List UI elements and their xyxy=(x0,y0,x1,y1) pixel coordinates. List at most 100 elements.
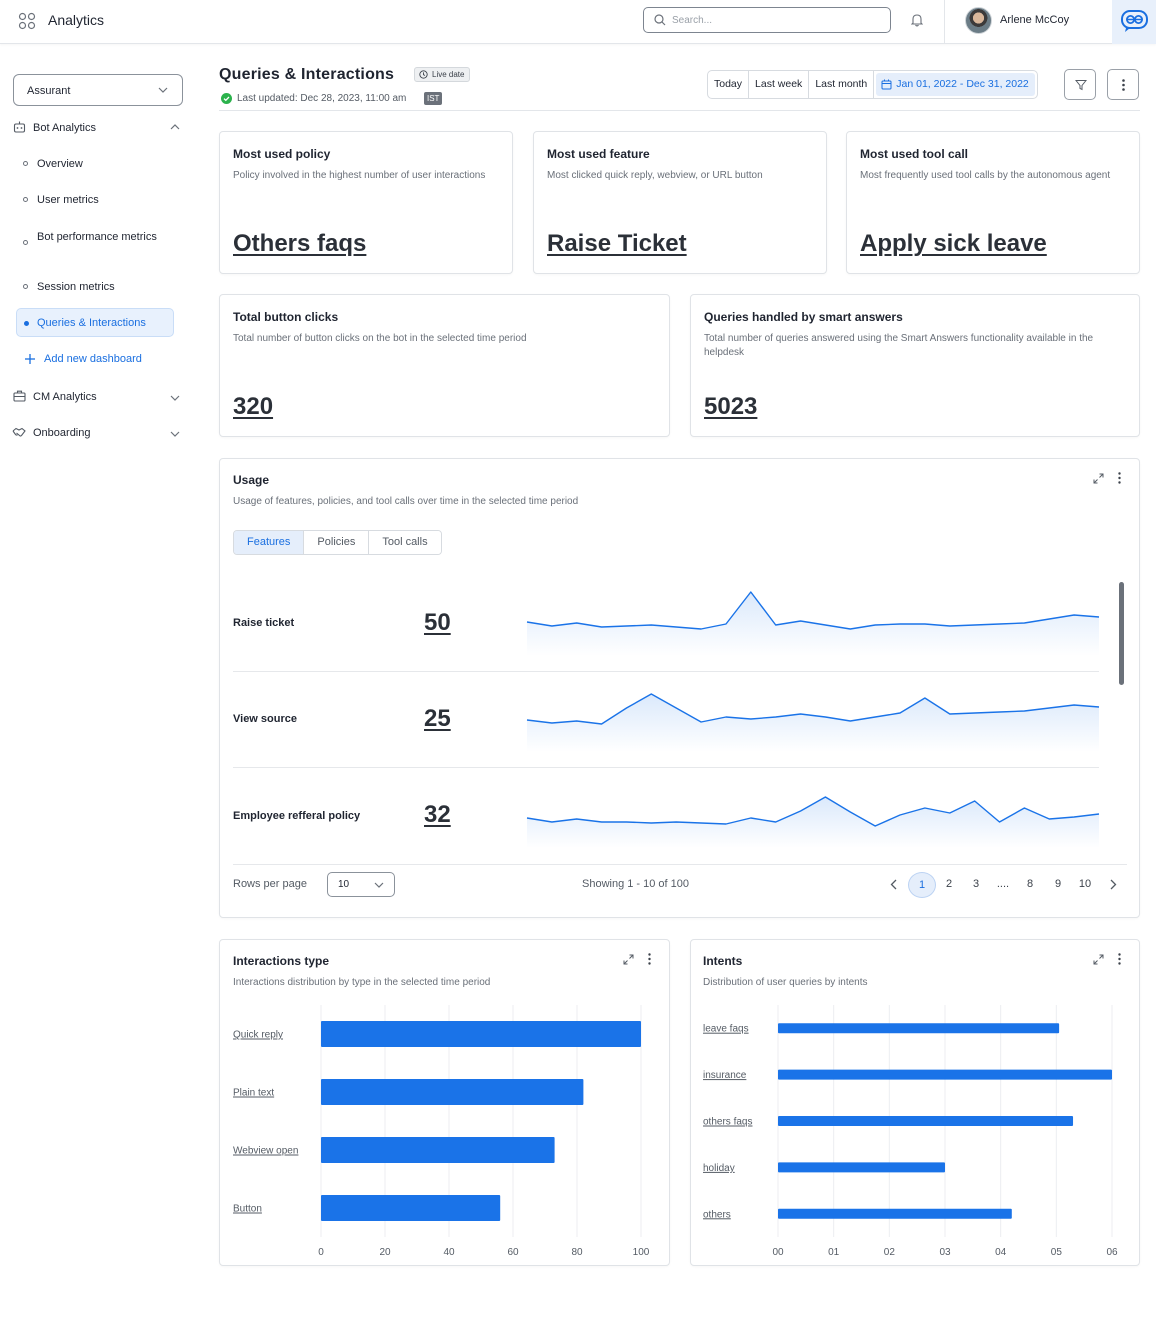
page-button-8[interactable]: 8 xyxy=(1026,878,1034,890)
rows-per-page-label: Rows per page xyxy=(233,878,307,890)
chart-title: Interactions type xyxy=(233,954,330,968)
kpi-title: Most used policy xyxy=(233,147,331,161)
x-tick-label: 02 xyxy=(884,1247,896,1255)
usage-row-value[interactable]: 50 xyxy=(424,609,451,636)
bar xyxy=(778,1208,1012,1219)
x-tick-label: 04 xyxy=(995,1247,1007,1255)
usage-row-label: Employee refferal policy xyxy=(233,810,361,822)
chevron-down-icon[interactable] xyxy=(170,431,180,437)
page-button-2[interactable]: 2 xyxy=(945,878,953,890)
expand-icon[interactable] xyxy=(1093,954,1104,965)
sidebar-item-label: Queries & Interactions xyxy=(37,317,146,329)
bar xyxy=(778,1116,1074,1126)
kebab-icon[interactable] xyxy=(1118,472,1121,484)
scrollbar-thumb[interactable] xyxy=(1119,582,1124,685)
brand-logo-box[interactable] xyxy=(1112,0,1156,44)
kpi-title: Total button clicks xyxy=(233,310,339,324)
add-dashboard-link[interactable]: Add new dashboard xyxy=(44,353,142,365)
page-button-10[interactable]: 10 xyxy=(1078,878,1092,890)
search-input[interactable] xyxy=(672,12,882,28)
sidebar-item-bot-performance-metrics[interactable]: Bot performance metrics xyxy=(37,231,157,243)
tab-tool-calls[interactable]: Tool calls xyxy=(369,531,441,554)
kpi-value-link[interactable]: Others faqs xyxy=(233,230,367,257)
kpi-description: Total number of button clicks on the bot… xyxy=(233,333,527,344)
bell-icon[interactable] xyxy=(911,13,923,27)
chart-subtitle: Interactions distribution by type in the… xyxy=(233,977,491,988)
kpi-value-link[interactable]: 320 xyxy=(233,393,274,420)
x-tick-label: 100 xyxy=(633,1247,650,1255)
chevron-right-icon[interactable] xyxy=(1110,879,1117,890)
date-range-picker[interactable]: Jan 01, 2022 - Dec 31, 2022 xyxy=(876,73,1035,96)
bullet-icon xyxy=(23,197,28,202)
tab-features[interactable]: Features xyxy=(234,531,305,554)
more-options-button[interactable] xyxy=(1107,69,1139,100)
usage-row-value[interactable]: 25 xyxy=(424,705,451,732)
category-label: Quick reply xyxy=(233,1030,283,1041)
bar xyxy=(321,1021,641,1047)
chevron-left-icon[interactable] xyxy=(890,879,897,890)
x-tick-label: 40 xyxy=(443,1247,455,1255)
range-today-button[interactable]: Today xyxy=(708,71,750,98)
sidebar-section-onboarding[interactable]: Onboarding xyxy=(33,427,91,439)
tab-policies[interactable]: Policies xyxy=(304,531,370,554)
rows-per-page-value: 10 xyxy=(338,879,350,890)
filter-button[interactable] xyxy=(1064,69,1096,100)
usage-tabs: Features Policies Tool calls xyxy=(233,530,442,555)
kpi-description: Most clicked quick reply, webview, or UR… xyxy=(547,170,763,181)
sidebar-section-cm-analytics[interactable]: CM Analytics xyxy=(33,391,97,403)
divider xyxy=(944,0,945,44)
kpi-value-link[interactable]: Raise Ticket xyxy=(547,230,687,257)
x-tick-label: 05 xyxy=(1051,1247,1063,1255)
kpi-title: Most used feature xyxy=(547,147,650,161)
page-ellipsis: .... xyxy=(996,878,1010,890)
chevron-down-icon[interactable] xyxy=(170,395,180,401)
sparkline-area xyxy=(527,592,1099,656)
usage-row-value[interactable]: 32 xyxy=(424,801,451,828)
x-tick-label: 80 xyxy=(571,1247,583,1255)
brand-logo-icon xyxy=(1121,10,1148,32)
x-tick-label: 03 xyxy=(939,1247,951,1255)
x-tick-label: 60 xyxy=(507,1247,519,1255)
app-title: Analytics xyxy=(48,12,105,28)
sidebar-item-user-metrics[interactable]: User metrics xyxy=(37,194,99,206)
sidebar-section-bot-analytics[interactable]: Bot Analytics xyxy=(33,122,96,134)
live-date-label: Live date xyxy=(432,70,465,79)
kebab-icon[interactable] xyxy=(1118,953,1121,965)
divider xyxy=(219,110,1140,111)
chevron-down-icon xyxy=(158,87,168,93)
org-select-value: Assurant xyxy=(27,85,71,97)
page-button-3[interactable]: 3 xyxy=(972,878,980,890)
range-last-month-button[interactable]: Last month xyxy=(809,71,875,98)
check-circle-icon xyxy=(221,93,232,104)
page-button-9[interactable]: 9 xyxy=(1054,878,1062,890)
kpi-value-link[interactable]: Apply sick leave xyxy=(860,230,1047,257)
range-last-week-button[interactable]: Last week xyxy=(749,71,810,98)
sidebar-item-queries-interactions[interactable]: Queries & Interactions xyxy=(16,308,174,337)
rows-per-page-select[interactable]: 10 xyxy=(327,872,395,897)
kebab-icon[interactable] xyxy=(648,953,651,965)
user-name[interactable]: Arlene McCoy xyxy=(1000,14,1070,26)
divider xyxy=(233,864,1127,865)
category-label: Webview open xyxy=(233,1146,298,1157)
sidebar-item-overview[interactable]: Overview xyxy=(37,158,83,170)
app-grid-icon[interactable] xyxy=(18,12,36,30)
usage-sparkline xyxy=(526,693,1100,752)
x-tick-label: 0 xyxy=(318,1247,324,1255)
top-bar xyxy=(0,0,1156,44)
bullet-icon xyxy=(24,321,29,326)
x-tick-label: 06 xyxy=(1106,1247,1118,1255)
avatar[interactable] xyxy=(965,7,992,34)
chevron-up-icon[interactable] xyxy=(170,124,180,130)
sidebar-item-session-metrics[interactable]: Session metrics xyxy=(37,281,115,293)
search-box[interactable] xyxy=(643,7,891,33)
org-select[interactable]: Assurant xyxy=(13,74,183,106)
x-tick-label: 00 xyxy=(772,1247,784,1255)
chevron-down-icon xyxy=(374,882,384,888)
bullet-icon xyxy=(23,240,28,245)
expand-icon[interactable] xyxy=(1093,473,1104,484)
expand-icon[interactable] xyxy=(623,954,634,965)
kpi-card-total-button-clicks: Total button clicks Total number of butt… xyxy=(219,294,670,437)
bar xyxy=(321,1195,501,1221)
kpi-value-link[interactable]: 5023 xyxy=(704,393,758,420)
page-button-1[interactable]: 1 xyxy=(908,872,936,898)
